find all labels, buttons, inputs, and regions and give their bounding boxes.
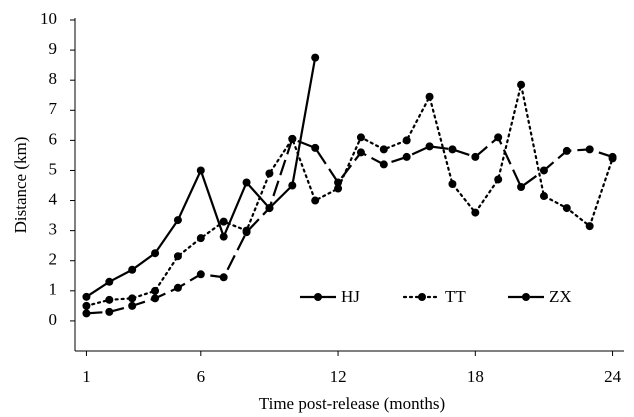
point: [173, 216, 182, 225]
point: [265, 204, 274, 213]
y-tick-label: 5: [49, 159, 58, 178]
point: [82, 309, 91, 318]
point: [105, 295, 114, 304]
point: [517, 80, 526, 89]
y-tick-label: 6: [49, 129, 58, 148]
x-tick-label: 18: [467, 367, 484, 386]
point: [151, 294, 160, 303]
point: [288, 134, 297, 143]
legend-marker: [522, 293, 530, 301]
point: [425, 92, 434, 101]
point: [242, 228, 251, 237]
point: [219, 217, 228, 226]
point: [151, 286, 160, 295]
point: [219, 273, 228, 282]
point: [494, 133, 503, 142]
point: [128, 265, 137, 274]
series-line: [86, 135, 613, 315]
point: [494, 175, 503, 184]
point: [562, 146, 571, 155]
point: [608, 152, 617, 161]
x-tick-label: 24: [604, 367, 622, 386]
y-tick-label: 8: [49, 69, 58, 88]
point: [219, 232, 228, 241]
x-tick-label: 6: [197, 367, 206, 386]
point: [356, 148, 365, 157]
point: [539, 166, 548, 175]
point: [265, 169, 274, 178]
point: [288, 181, 297, 190]
x-axis-label: Time post-release (months): [259, 394, 445, 413]
point: [448, 145, 457, 154]
point: [242, 178, 251, 187]
point: [105, 307, 114, 316]
legend-marker: [418, 293, 426, 301]
point: [105, 277, 114, 286]
point: [128, 301, 137, 310]
y-tick-label: 9: [49, 39, 58, 58]
legend-label: TT: [445, 287, 466, 306]
point: [311, 143, 320, 152]
point: [585, 222, 594, 231]
y-axis-label: Distance (km): [11, 137, 30, 234]
point: [196, 270, 205, 279]
x-tick-label: 12: [330, 367, 347, 386]
point: [402, 152, 411, 161]
point: [539, 192, 548, 201]
point: [356, 133, 365, 142]
y-tick-label: 3: [49, 220, 58, 239]
point: [379, 160, 388, 169]
point: [334, 184, 343, 193]
point: [311, 196, 320, 205]
y-tick-label: 7: [49, 99, 58, 118]
point: [128, 294, 137, 303]
point: [585, 145, 594, 154]
point: [379, 145, 388, 154]
point: [471, 152, 480, 161]
point: [196, 166, 205, 175]
point: [82, 301, 91, 310]
y-tick-label: 4: [49, 189, 58, 208]
point: [173, 252, 182, 261]
point: [151, 249, 160, 258]
point: [425, 142, 434, 151]
x-tick-label: 1: [82, 367, 91, 386]
y-tick-label: 1: [49, 280, 58, 299]
point: [471, 208, 480, 217]
point: [402, 136, 411, 145]
point: [173, 283, 182, 292]
point: [311, 53, 320, 62]
point: [517, 183, 526, 192]
y-tick-label: 2: [49, 250, 58, 269]
point: [562, 204, 571, 213]
y-tick-label: 0: [49, 310, 58, 329]
legend-label: HJ: [341, 287, 360, 306]
series-line: [85, 84, 614, 307]
legend-label: ZX: [549, 287, 572, 306]
point: [448, 179, 457, 188]
series-line: [85, 57, 317, 298]
point: [196, 234, 205, 243]
legend-marker: [314, 293, 322, 301]
point: [82, 292, 91, 301]
y-tick-label: 10: [40, 9, 57, 28]
point: [334, 178, 343, 187]
